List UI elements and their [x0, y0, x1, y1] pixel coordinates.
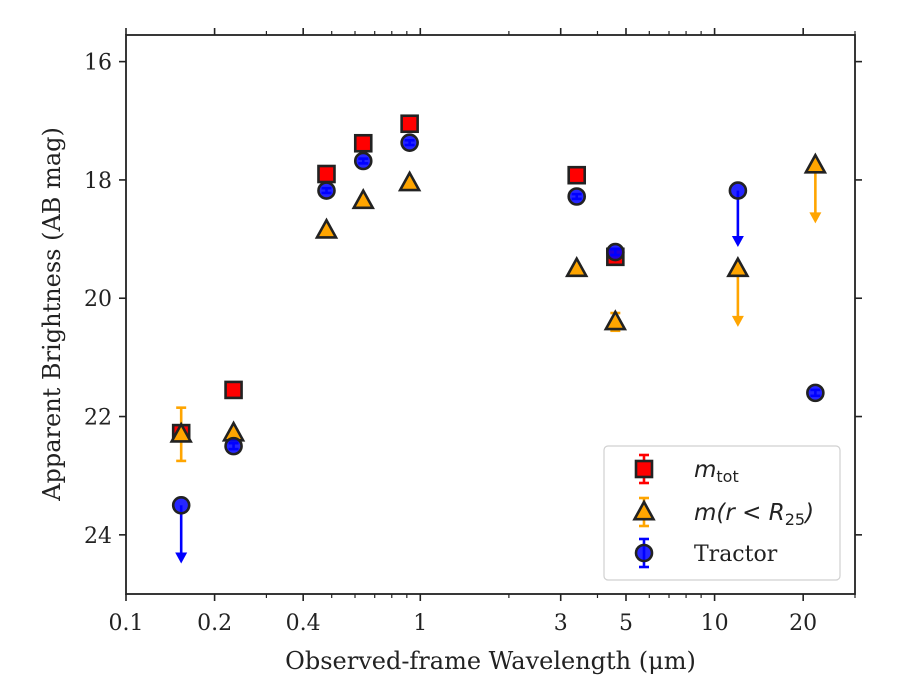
x-tick-label: 20 — [789, 611, 817, 636]
legend-tractor-marker — [634, 543, 654, 563]
x-tick-label: 0.4 — [286, 611, 321, 636]
m-r25-marker — [169, 421, 193, 443]
series-circle — [171, 133, 825, 564]
x-axis-ticks: 0.1 0.2 0.4 1 3 5 10 20 — [109, 28, 856, 636]
tractor-marker — [353, 151, 373, 171]
y-tick-label: 20 — [84, 287, 112, 312]
tractor-marker — [728, 181, 748, 200]
y-axis-ticks: 16 18 20 22 24 — [84, 51, 862, 549]
upper-limit-arrow-head — [809, 212, 822, 224]
m-tot-marker — [567, 165, 587, 185]
x-tick-label: 10 — [701, 611, 729, 636]
m-r25-marker — [603, 309, 628, 331]
upper-limit-arrow-head — [731, 235, 744, 247]
m-r25-marker — [351, 187, 375, 210]
m-tot-marker — [224, 380, 243, 400]
legend-label: mtot — [694, 457, 739, 486]
y-tick-label: 24 — [84, 524, 112, 549]
x-tick-label: 0.2 — [197, 611, 232, 636]
upper-limit-arrow — [809, 165, 822, 224]
legend-entry: m(r < R25) — [632, 496, 814, 529]
y-tick-label: 22 — [84, 406, 112, 431]
legend: mtot m(r < R25) Tractor — [603, 445, 841, 581]
y-tick-label: 18 — [84, 169, 112, 194]
legend-box — [603, 445, 841, 581]
x-tick-label: 0.1 — [109, 611, 144, 636]
series-square — [171, 114, 625, 443]
m-tot-marker — [317, 164, 336, 184]
m-r25-marker — [397, 170, 422, 192]
m-r25-marker — [803, 152, 828, 174]
tractor-marker — [400, 133, 419, 152]
tractor-marker — [317, 181, 336, 200]
legend-m-tot-marker — [634, 459, 654, 479]
legend-m-r25-marker — [632, 499, 656, 521]
m-r25-marker — [565, 255, 589, 278]
m-r25-marker — [314, 217, 339, 239]
tractor-marker — [567, 187, 587, 206]
tractor-marker — [806, 383, 825, 403]
upper-limit-arrow — [731, 268, 744, 327]
series-triangle — [169, 152, 828, 463]
x-tick-label: 1 — [413, 611, 427, 636]
plot-frame — [125, 34, 856, 595]
tractor-marker — [224, 436, 243, 456]
m-tot-marker — [353, 133, 373, 153]
x-tick-label: 5 — [619, 611, 633, 636]
tractor-marker — [171, 495, 191, 515]
legend-entry: Tractor — [634, 537, 778, 569]
m-tot-marker — [400, 114, 419, 134]
y-tick-label: 16 — [84, 51, 112, 76]
plot-area — [169, 114, 828, 564]
legend-label: m(r < R25) — [694, 500, 814, 529]
tractor-marker — [606, 242, 625, 262]
x-axis-label: Observed-frame Wavelength (μm) — [285, 647, 696, 675]
y-axis-label: Apparent Brightness (AB mag) — [38, 127, 66, 502]
legend-label: Tractor — [694, 542, 778, 567]
x-tick-label: 3 — [554, 611, 568, 636]
m-r25-marker — [726, 255, 750, 278]
upper-limit-arrow-head — [731, 315, 744, 327]
legend-entry: mtot — [634, 453, 739, 486]
upper-limit-arrow-head — [175, 552, 188, 564]
